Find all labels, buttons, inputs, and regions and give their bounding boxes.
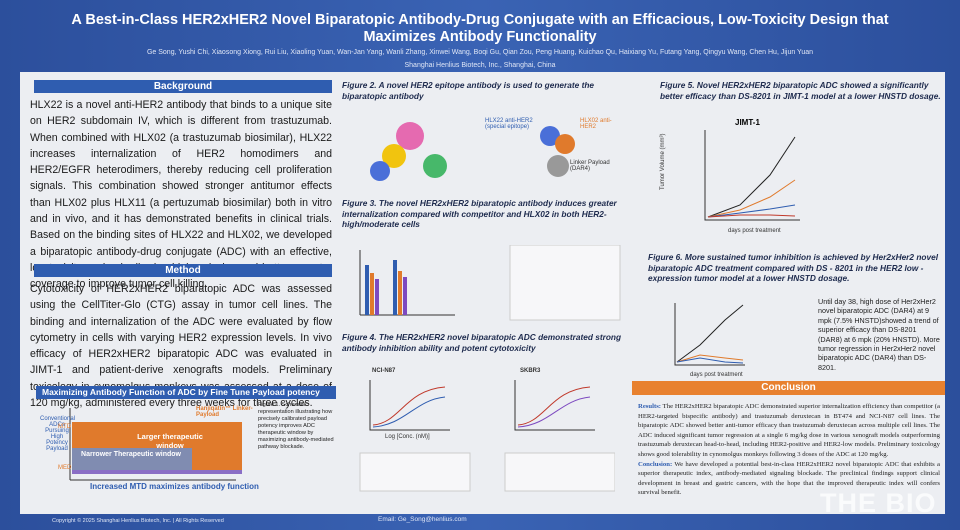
figure-caption: Figure 3. The novel HER2xHER2 biparatopi… bbox=[342, 198, 617, 229]
method-text: Cytotoxicity of HER2xHER2 biparatopic AD… bbox=[30, 283, 332, 410]
figure-caption: Figure 5. Novel HER2xHER2 biparatopic AD… bbox=[660, 80, 941, 101]
axis-label: days post treatment bbox=[728, 228, 781, 234]
poster-title: A Best-in-Class HER2xHER2 Novel Biparato… bbox=[71, 12, 889, 45]
section-heading: Conclusion bbox=[632, 381, 945, 395]
axis-label: Log [Conc. (nM)] bbox=[385, 434, 430, 440]
chart-title: JIMT-1 bbox=[735, 118, 760, 127]
figure-caption: Figure 2. A novel HER2 epitope antibody … bbox=[342, 80, 595, 101]
label: HLX22 anti-HER2 (special epitope) bbox=[485, 118, 533, 130]
label: HLX02 anti-HER2 bbox=[580, 118, 612, 130]
label: MTD bbox=[58, 424, 71, 430]
figure-6-chart bbox=[674, 303, 745, 366]
section-heading: Background bbox=[34, 80, 332, 93]
label: Conventional ADCs Pursuing High Potency … bbox=[40, 416, 76, 452]
figure-2-image bbox=[370, 122, 575, 181]
label: Increased MTD maximizes antibody functio… bbox=[90, 482, 259, 491]
conclusion-text: Results: The HER2xHER2 biparatopic ADC d… bbox=[638, 402, 940, 498]
axis-label: days post treatment bbox=[690, 372, 743, 378]
background-text: HLX22 is a novel anti-HER2 antibody that… bbox=[30, 99, 332, 291]
email: Email: Ge_Song@henlius.com bbox=[378, 516, 467, 523]
figure-caption: Figure 4. The HER2xHER2 novel biparatopi… bbox=[342, 332, 622, 353]
annotation: Until day 38, high dose of Her2xHer2 nov… bbox=[818, 297, 940, 372]
figure-caption: Figure 6. More sustained tumor inhibitio… bbox=[648, 252, 939, 283]
label: Results: bbox=[638, 403, 662, 410]
label: Conclusion: bbox=[638, 460, 673, 468]
figure-5-chart bbox=[704, 130, 800, 221]
schematic bbox=[69, 408, 242, 481]
section-heading: Method bbox=[34, 264, 332, 277]
affiliation: Shanghai Henlius Biotech, Inc., Shanghai… bbox=[404, 62, 556, 69]
copyright: Copyright © 2025 Shanghai Henlius Biotec… bbox=[52, 518, 224, 524]
label: Hanjiqatin™ Linker-Payload bbox=[196, 406, 253, 418]
label: Narrower Therapeutic window bbox=[81, 451, 181, 458]
chart-title: SKBR3 bbox=[520, 368, 541, 374]
figure-3-chart bbox=[359, 245, 621, 321]
figure-4-charts bbox=[359, 380, 615, 492]
conclusion-text: We have developed a potential best-in-cl… bbox=[638, 460, 940, 497]
label: Linker Payload (DAR4) bbox=[570, 160, 610, 172]
section-heading: Maximizing Antibody Function of ADC by F… bbox=[36, 386, 336, 399]
results-text: The HER2xHER2 biparatopic ADC demonstrat… bbox=[638, 403, 940, 458]
label: MED bbox=[58, 465, 72, 471]
watermark: THE BIO bbox=[820, 488, 937, 518]
figure-caption: Figure 1. Schematic representation illus… bbox=[258, 402, 334, 450]
axis-label: Tumor Volume (mm³) bbox=[660, 133, 666, 190]
label: Larger therapeutic window bbox=[137, 432, 203, 450]
authors: Ge Song, Yushi Chi, Xiaosong Xiong, Rui … bbox=[146, 49, 814, 56]
chart-title: NCI-N87 bbox=[372, 368, 396, 374]
